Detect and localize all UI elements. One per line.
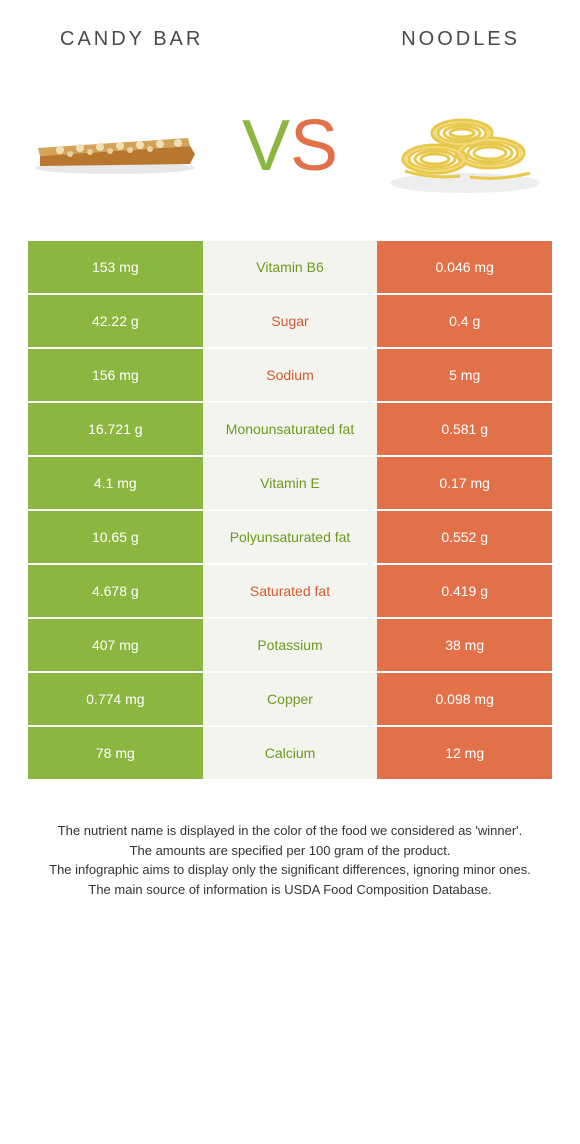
left-value: 153 mg — [28, 241, 203, 293]
candy-bar-image — [30, 91, 200, 201]
right-value: 0.17 mg — [377, 457, 552, 509]
table-row: 42.22 g Sugar 0.4 g — [28, 295, 552, 347]
right-value: 0.552 g — [377, 511, 552, 563]
nutrient-label: Potassium — [203, 619, 378, 671]
footer-line: The nutrient name is displayed in the co… — [40, 821, 540, 841]
table-row: 407 mg Potassium 38 mg — [28, 619, 552, 671]
right-value: 0.4 g — [377, 295, 552, 347]
left-value: 156 mg — [28, 349, 203, 401]
table-row: 78 mg Calcium 12 mg — [28, 727, 552, 779]
left-value: 0.774 mg — [28, 673, 203, 725]
noodles-image — [380, 91, 550, 201]
table-row: 4.1 mg Vitamin E 0.17 mg — [28, 457, 552, 509]
vs-label: VS — [242, 105, 338, 187]
left-value: 42.22 g — [28, 295, 203, 347]
nutrient-label: Calcium — [203, 727, 378, 779]
right-value: 38 mg — [377, 619, 552, 671]
left-value: 4.1 mg — [28, 457, 203, 509]
nutrient-label: Copper — [203, 673, 378, 725]
right-value: 0.419 g — [377, 565, 552, 617]
right-value: 0.098 mg — [377, 673, 552, 725]
table-row: 156 mg Sodium 5 mg — [28, 349, 552, 401]
right-value: 5 mg — [377, 349, 552, 401]
table-row: 0.774 mg Copper 0.098 mg — [28, 673, 552, 725]
nutrient-label: Saturated fat — [203, 565, 378, 617]
nutrient-label: Vitamin E — [203, 457, 378, 509]
left-value: 4.678 g — [28, 565, 203, 617]
vs-s: S — [290, 106, 338, 186]
table-row: 153 mg Vitamin B6 0.046 mg — [28, 241, 552, 293]
footer-notes: The nutrient name is displayed in the co… — [0, 781, 580, 899]
comparison-table: 153 mg Vitamin B6 0.046 mg 42.22 g Sugar… — [0, 241, 580, 779]
vs-v: V — [242, 106, 290, 186]
right-value: 0.581 g — [377, 403, 552, 455]
header: CANDY BAR NOODLES — [0, 0, 580, 61]
right-value: 0.046 mg — [377, 241, 552, 293]
table-row: 4.678 g Saturated fat 0.419 g — [28, 565, 552, 617]
nutrient-label: Monounsaturated fat — [203, 403, 378, 455]
left-value: 78 mg — [28, 727, 203, 779]
left-value: 10.65 g — [28, 511, 203, 563]
nutrient-label: Sugar — [203, 295, 378, 347]
nutrient-label: Vitamin B6 — [203, 241, 378, 293]
left-value: 16.721 g — [28, 403, 203, 455]
table-row: 16.721 g Monounsaturated fat 0.581 g — [28, 403, 552, 455]
header-right: NOODLES — [401, 28, 520, 51]
vs-row: VS — [0, 61, 580, 241]
footer-line: The main source of information is USDA F… — [40, 880, 540, 900]
nutrient-label: Polyunsaturated fat — [203, 511, 378, 563]
left-value: 407 mg — [28, 619, 203, 671]
footer-line: The infographic aims to display only the… — [40, 860, 540, 880]
header-left: CANDY BAR — [60, 28, 203, 51]
right-value: 12 mg — [377, 727, 552, 779]
footer-line: The amounts are specified per 100 gram o… — [40, 841, 540, 861]
nutrient-label: Sodium — [203, 349, 378, 401]
table-row: 10.65 g Polyunsaturated fat 0.552 g — [28, 511, 552, 563]
